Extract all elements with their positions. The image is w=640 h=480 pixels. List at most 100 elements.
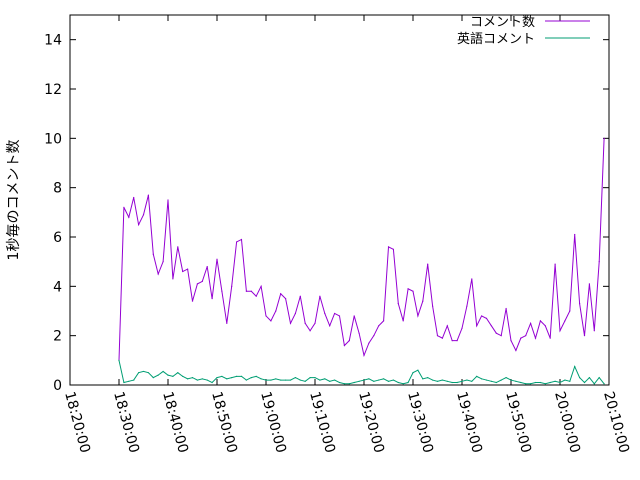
data-point bbox=[353, 315, 355, 317]
data-point bbox=[245, 379, 247, 381]
series-2 bbox=[118, 359, 605, 385]
data-point bbox=[593, 330, 595, 332]
data-point bbox=[549, 337, 551, 339]
data-point bbox=[436, 335, 439, 337]
data-point bbox=[348, 383, 350, 385]
data-point bbox=[436, 380, 439, 382]
data-point bbox=[319, 295, 321, 297]
data-point bbox=[451, 381, 453, 384]
data-point bbox=[314, 322, 316, 324]
data-point bbox=[466, 305, 468, 307]
data-point bbox=[500, 379, 502, 381]
series-layer bbox=[118, 137, 605, 385]
data-point bbox=[191, 300, 194, 302]
data-point bbox=[598, 261, 600, 263]
data-point bbox=[324, 378, 326, 380]
data-point bbox=[559, 330, 561, 332]
data-point bbox=[343, 383, 345, 385]
data-point bbox=[412, 290, 414, 292]
data-point bbox=[534, 337, 537, 339]
data-point bbox=[525, 383, 527, 385]
data-point bbox=[343, 344, 345, 347]
data-point bbox=[603, 137, 605, 139]
series-1 bbox=[118, 137, 605, 361]
data-point bbox=[583, 381, 586, 384]
data-point bbox=[285, 379, 287, 381]
data-point bbox=[427, 263, 429, 265]
x-tick-label: 19:30:00 bbox=[404, 390, 436, 455]
data-point bbox=[539, 320, 542, 322]
data-point bbox=[250, 290, 252, 292]
x-tick-label: 20:00:00 bbox=[551, 390, 583, 455]
data-point bbox=[383, 378, 385, 380]
data-point bbox=[466, 379, 468, 381]
y-axis-ticks: 0 2 4 6 8 10 12 14 bbox=[44, 33, 609, 394]
data-point bbox=[240, 238, 243, 241]
data-point bbox=[549, 381, 551, 384]
data-point bbox=[363, 379, 365, 381]
y-tick-label: 4 bbox=[53, 279, 62, 295]
data-point bbox=[182, 270, 184, 273]
y-axis-label: 1秒毎のコメント数 bbox=[6, 140, 22, 261]
data-point bbox=[461, 327, 463, 329]
data-point bbox=[280, 379, 282, 381]
data-point bbox=[476, 325, 478, 327]
data-point bbox=[142, 214, 145, 216]
data-point bbox=[147, 194, 149, 196]
data-point bbox=[309, 330, 311, 332]
data-point bbox=[265, 315, 267, 317]
x-tick-label: 18:40:00 bbox=[159, 390, 191, 455]
data-point bbox=[593, 383, 595, 385]
data-point bbox=[142, 370, 145, 373]
data-point bbox=[485, 317, 488, 319]
series-line bbox=[118, 360, 605, 385]
data-point bbox=[250, 377, 252, 379]
data-point bbox=[397, 381, 399, 384]
data-point bbox=[422, 300, 424, 302]
data-point bbox=[446, 325, 448, 327]
data-point bbox=[285, 298, 287, 300]
y-tick-label: 6 bbox=[53, 230, 62, 246]
data-point bbox=[123, 381, 125, 384]
data-point bbox=[422, 378, 424, 380]
data-point bbox=[588, 377, 591, 379]
data-point bbox=[363, 354, 365, 356]
data-point bbox=[216, 377, 218, 379]
data-point bbox=[338, 315, 341, 317]
data-point bbox=[172, 375, 174, 377]
data-point bbox=[569, 380, 571, 382]
data-point bbox=[172, 278, 174, 280]
data-point bbox=[456, 340, 458, 342]
data-point bbox=[583, 335, 586, 337]
data-point bbox=[245, 290, 247, 292]
data-point bbox=[304, 380, 306, 382]
data-point bbox=[167, 199, 169, 201]
data-point bbox=[319, 379, 321, 381]
data-point bbox=[534, 381, 537, 384]
data-point bbox=[520, 381, 522, 384]
data-point bbox=[559, 381, 561, 384]
x-axis-ticks: 18:20:00 18:30:00 18:40:00 18:50:00 19:00:00… bbox=[61, 15, 632, 455]
plot-border bbox=[69, 14, 610, 386]
data-point bbox=[495, 332, 497, 334]
data-point bbox=[495, 381, 497, 384]
data-point bbox=[569, 310, 571, 312]
data-point bbox=[353, 381, 355, 384]
data-point bbox=[544, 383, 546, 385]
data-point bbox=[138, 224, 140, 226]
data-point bbox=[485, 379, 488, 381]
y-tick-label: 2 bbox=[53, 329, 62, 345]
x-tick-label: 19:10:00 bbox=[306, 390, 338, 455]
data-point bbox=[260, 378, 262, 380]
data-point bbox=[451, 340, 453, 342]
data-point bbox=[138, 372, 140, 374]
data-point bbox=[324, 312, 326, 315]
data-point bbox=[187, 268, 189, 270]
data-point bbox=[128, 216, 130, 218]
x-tick-label: 18:20:00 bbox=[61, 390, 93, 455]
data-point bbox=[226, 378, 228, 380]
data-point bbox=[216, 258, 218, 260]
data-point bbox=[167, 374, 169, 376]
data-point bbox=[289, 379, 292, 381]
